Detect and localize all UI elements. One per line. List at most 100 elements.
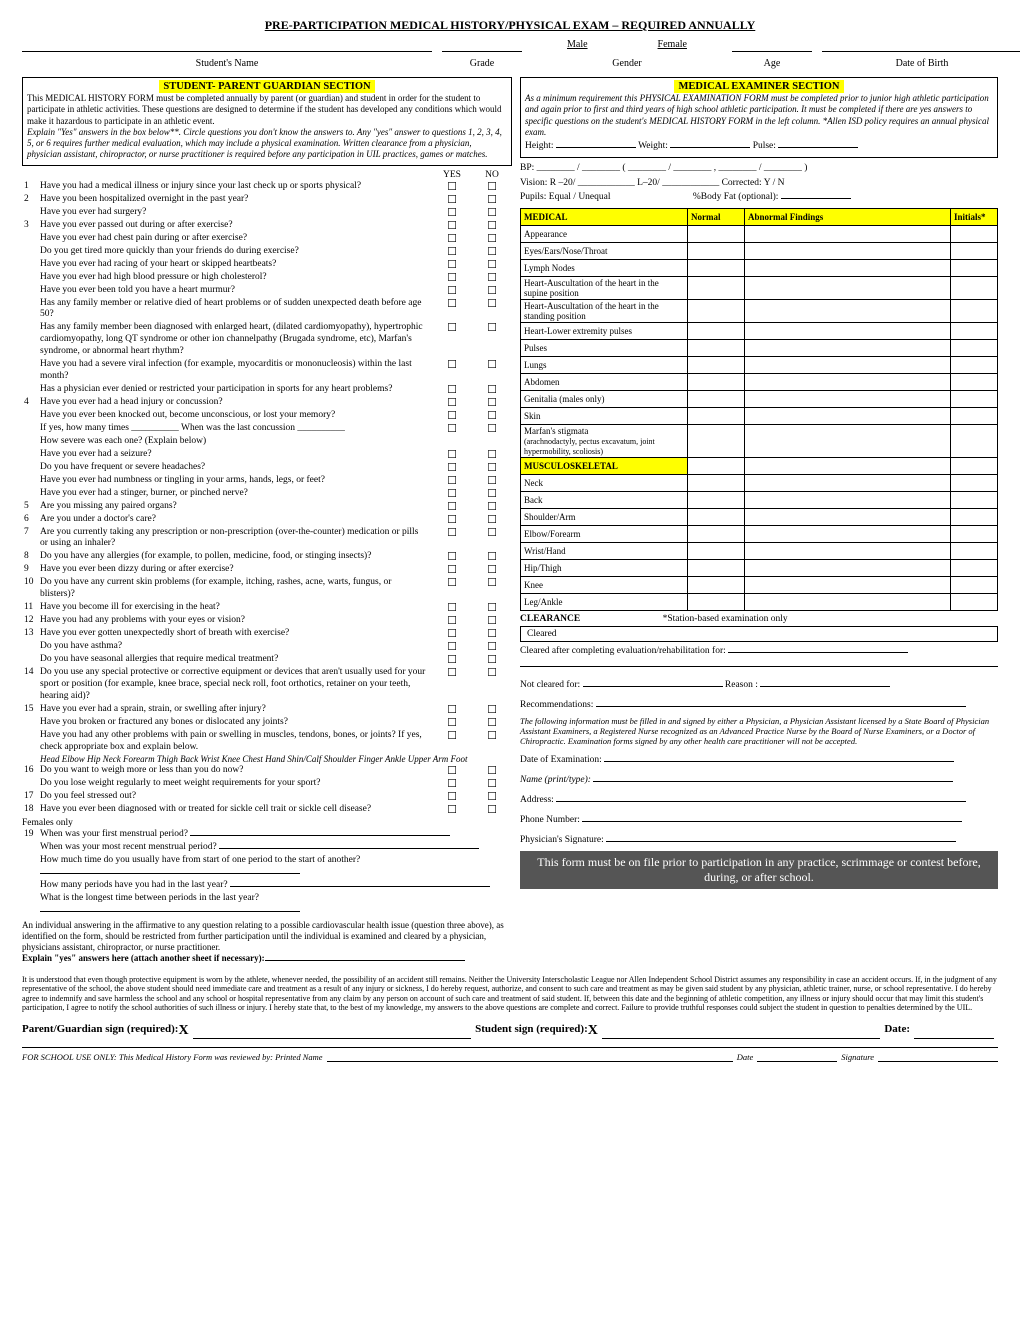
checkbox[interactable]: ☐ <box>487 410 497 422</box>
question-row: 7Are you currently taking any prescripti… <box>22 527 512 551</box>
checkbox[interactable]: ☐ <box>447 397 457 409</box>
exam-table: MEDICAL Normal Abnormal Findings Initial… <box>520 208 998 611</box>
checkbox[interactable]: ☐ <box>487 298 497 310</box>
checkbox[interactable]: ☐ <box>487 514 497 526</box>
checkbox[interactable]: ☐ <box>487 384 497 396</box>
checkbox[interactable]: ☐ <box>487 615 497 627</box>
checkbox[interactable]: ☐ <box>487 359 497 371</box>
checkbox[interactable]: ☐ <box>447 220 457 232</box>
checkbox[interactable]: ☐ <box>447 410 457 422</box>
cleared-box: Cleared <box>520 626 998 642</box>
checkbox[interactable]: ☐ <box>447 615 457 627</box>
checkbox[interactable]: ☐ <box>447 462 457 474</box>
checkbox[interactable]: ☐ <box>447 298 457 310</box>
checkbox[interactable]: ☐ <box>447 359 457 371</box>
checkbox[interactable]: ☐ <box>447 564 457 576</box>
checkbox[interactable]: ☐ <box>487 527 497 539</box>
checkbox[interactable]: ☐ <box>447 475 457 487</box>
checkbox[interactable]: ☐ <box>487 462 497 474</box>
checkbox[interactable]: ☐ <box>487 181 497 193</box>
gender-female[interactable]: Female <box>658 39 687 52</box>
checkbox[interactable]: ☐ <box>487 628 497 640</box>
checkbox[interactable]: ☐ <box>447 181 457 193</box>
checkbox[interactable]: ☐ <box>447 628 457 640</box>
exam-row: Pulses <box>521 340 998 357</box>
checkbox[interactable]: ☐ <box>447 641 457 653</box>
checkbox[interactable]: ☐ <box>487 654 497 666</box>
gender-male[interactable]: Male <box>567 39 588 52</box>
checkbox[interactable]: ☐ <box>447 285 457 297</box>
checkbox[interactable]: ☐ <box>447 602 457 614</box>
checkbox[interactable]: ☐ <box>487 207 497 219</box>
checkbox[interactable]: ☐ <box>447 322 457 334</box>
checkbox[interactable]: ☐ <box>487 501 497 513</box>
checkbox[interactable]: ☐ <box>487 602 497 614</box>
student-name-label: Student's Name <box>22 58 432 69</box>
checkbox[interactable]: ☐ <box>447 233 457 245</box>
checkbox[interactable]: ☐ <box>447 423 457 435</box>
examiner-intro: As a minimum requirement this PHYSICAL E… <box>525 93 993 138</box>
checkbox[interactable]: ☐ <box>447 778 457 790</box>
date-exam-line: Date of Examination: <box>520 755 998 765</box>
checkbox[interactable]: ☐ <box>487 285 497 297</box>
checkbox[interactable]: ☐ <box>487 641 497 653</box>
checkbox[interactable]: ☐ <box>447 654 457 666</box>
female-question-list: 19When was your first menstrual period? … <box>22 829 512 916</box>
checkbox[interactable]: ☐ <box>487 488 497 500</box>
address-line: Address: <box>520 795 998 805</box>
checkbox[interactable]: ☐ <box>487 704 497 716</box>
checkbox[interactable]: ☐ <box>447 514 457 526</box>
checkbox[interactable]: ☐ <box>447 704 457 716</box>
question-row: Have you had a severe viral infection (f… <box>22 359 512 383</box>
checkbox[interactable]: ☐ <box>447 791 457 803</box>
checkbox[interactable]: ☐ <box>487 475 497 487</box>
checkbox[interactable]: ☐ <box>487 322 497 334</box>
checkbox[interactable]: ☐ <box>447 551 457 563</box>
checkbox[interactable]: ☐ <box>487 577 497 589</box>
checkbox[interactable]: ☐ <box>447 384 457 396</box>
question-row: Do you have asthma?☐☐ <box>22 641 512 653</box>
question-row: 13Have you ever gotten unexpectedly shor… <box>22 628 512 640</box>
checkbox[interactable]: ☐ <box>447 488 457 500</box>
checkbox[interactable]: ☐ <box>487 765 497 777</box>
checkbox[interactable]: ☐ <box>487 423 497 435</box>
question-row: Has any family member been diagnosed wit… <box>22 322 512 358</box>
checkbox[interactable]: ☐ <box>487 449 497 461</box>
checkbox[interactable]: ☐ <box>447 730 457 742</box>
checkbox[interactable]: ☐ <box>447 667 457 679</box>
checkbox[interactable]: ☐ <box>447 577 457 589</box>
checkbox[interactable]: ☐ <box>447 259 457 271</box>
checkbox[interactable]: ☐ <box>487 194 497 206</box>
checkbox[interactable]: ☐ <box>447 717 457 729</box>
question-row: 5Are you missing any paired organs?☐☐ <box>22 501 512 513</box>
checkbox[interactable]: ☐ <box>447 207 457 219</box>
checkbox[interactable]: ☐ <box>447 765 457 777</box>
phone-line: Phone Number: <box>520 815 998 825</box>
checkbox[interactable]: ☐ <box>447 501 457 513</box>
checkbox[interactable]: ☐ <box>487 730 497 742</box>
checkbox[interactable]: ☐ <box>447 246 457 258</box>
checkbox[interactable]: ☐ <box>447 449 457 461</box>
checkbox[interactable]: ☐ <box>487 397 497 409</box>
checkbox[interactable]: ☐ <box>487 233 497 245</box>
checkbox[interactable]: ☐ <box>487 717 497 729</box>
checkbox[interactable]: ☐ <box>447 272 457 284</box>
checkbox[interactable]: ☐ <box>487 778 497 790</box>
checkbox[interactable]: ☐ <box>447 194 457 206</box>
checkbox[interactable]: ☐ <box>487 791 497 803</box>
checkbox[interactable]: ☐ <box>447 804 457 816</box>
checkbox[interactable]: ☐ <box>487 804 497 816</box>
exam-row: Abdomen <box>521 374 998 391</box>
checkbox[interactable]: ☐ <box>487 259 497 271</box>
checkbox[interactable]: ☐ <box>447 527 457 539</box>
checkbox[interactable]: ☐ <box>487 551 497 563</box>
question-row: 11Have you become ill for exercising in … <box>22 602 512 614</box>
question-list: 1Have you had a medical illness or injur… <box>22 181 512 754</box>
checkbox[interactable]: ☐ <box>487 667 497 679</box>
checkbox[interactable]: ☐ <box>487 220 497 232</box>
checkbox[interactable]: ☐ <box>487 246 497 258</box>
checkbox[interactable]: ☐ <box>487 564 497 576</box>
checkbox[interactable]: ☐ <box>487 272 497 284</box>
females-only-label: Females only <box>22 818 512 828</box>
yes-no-header: YESNO <box>22 170 512 180</box>
